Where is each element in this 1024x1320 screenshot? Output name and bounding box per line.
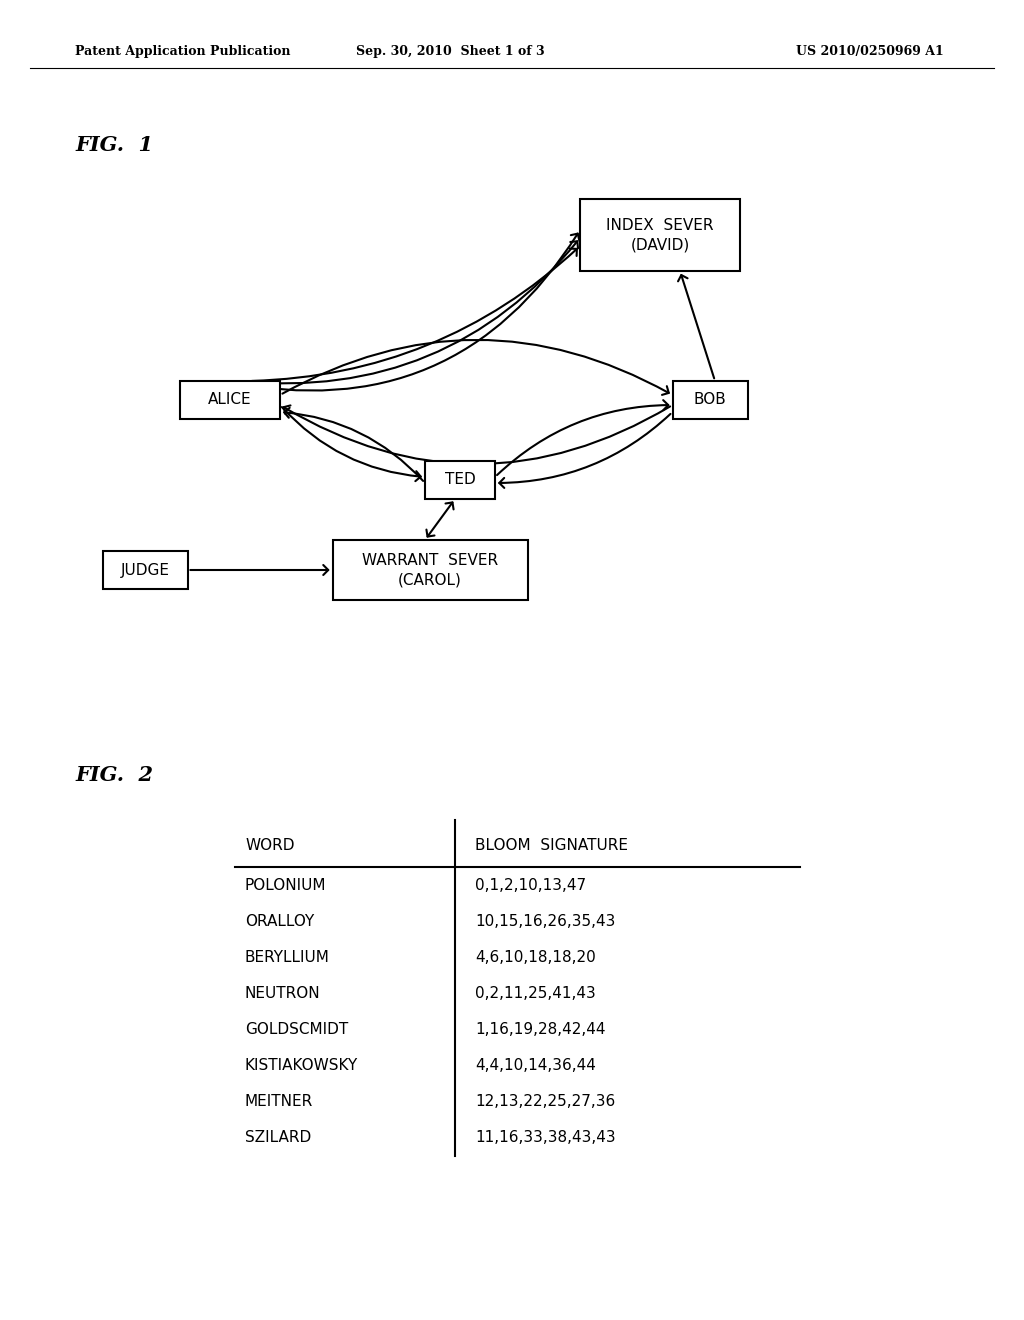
FancyArrowPatch shape [678,275,714,379]
Text: FIG.  2: FIG. 2 [75,766,153,785]
Text: TED: TED [444,473,475,487]
FancyBboxPatch shape [180,381,280,418]
FancyArrowPatch shape [500,414,671,488]
FancyArrowPatch shape [190,565,329,576]
FancyArrowPatch shape [252,248,577,381]
Text: 10,15,16,26,35,43: 10,15,16,26,35,43 [475,915,615,929]
Text: ORALLOY: ORALLOY [245,915,314,929]
Text: BLOOM  SIGNATURE: BLOOM SIGNATURE [475,837,628,853]
FancyBboxPatch shape [580,199,740,271]
Text: Sep. 30, 2010  Sheet 1 of 3: Sep. 30, 2010 Sheet 1 of 3 [355,45,545,58]
Text: POLONIUM: POLONIUM [245,879,327,894]
Text: INDEX  SEVER
(DAVID): INDEX SEVER (DAVID) [606,218,714,252]
Text: ALICE: ALICE [208,392,252,408]
Text: FIG.  1: FIG. 1 [75,135,153,154]
FancyBboxPatch shape [673,381,748,418]
Text: Patent Application Publication: Patent Application Publication [75,45,291,58]
Text: WORD: WORD [245,837,295,853]
FancyArrowPatch shape [227,234,580,391]
Text: 11,16,33,38,43,43: 11,16,33,38,43,43 [475,1130,615,1146]
Text: JUDGE: JUDGE [121,562,170,578]
Text: 4,4,10,14,36,44: 4,4,10,14,36,44 [475,1059,596,1073]
FancyArrowPatch shape [426,503,454,536]
Text: MEITNER: MEITNER [245,1094,313,1110]
FancyArrowPatch shape [283,339,669,395]
Text: BOB: BOB [693,392,726,408]
FancyArrowPatch shape [282,407,421,482]
FancyBboxPatch shape [425,461,495,499]
FancyArrowPatch shape [497,400,669,475]
FancyBboxPatch shape [333,540,527,601]
Text: 12,13,22,25,27,36: 12,13,22,25,27,36 [475,1094,615,1110]
Text: NEUTRON: NEUTRON [245,986,321,1002]
FancyBboxPatch shape [102,550,187,589]
FancyArrowPatch shape [240,242,578,383]
Text: 0,2,11,25,41,43: 0,2,11,25,41,43 [475,986,596,1002]
Text: SZILARD: SZILARD [245,1130,311,1146]
FancyArrowPatch shape [284,405,670,465]
Text: KISTIAKOWSKY: KISTIAKOWSKY [245,1059,358,1073]
FancyArrowPatch shape [285,408,423,480]
Text: US 2010/0250969 A1: US 2010/0250969 A1 [796,45,944,58]
Text: 0,1,2,10,13,47: 0,1,2,10,13,47 [475,879,586,894]
Text: BERYLLIUM: BERYLLIUM [245,950,330,965]
Text: 4,6,10,18,18,20: 4,6,10,18,18,20 [475,950,596,965]
Text: GOLDSCMIDT: GOLDSCMIDT [245,1023,348,1038]
Text: 1,16,19,28,42,44: 1,16,19,28,42,44 [475,1023,605,1038]
Text: WARRANT  SEVER
(CAROL): WARRANT SEVER (CAROL) [361,553,498,587]
